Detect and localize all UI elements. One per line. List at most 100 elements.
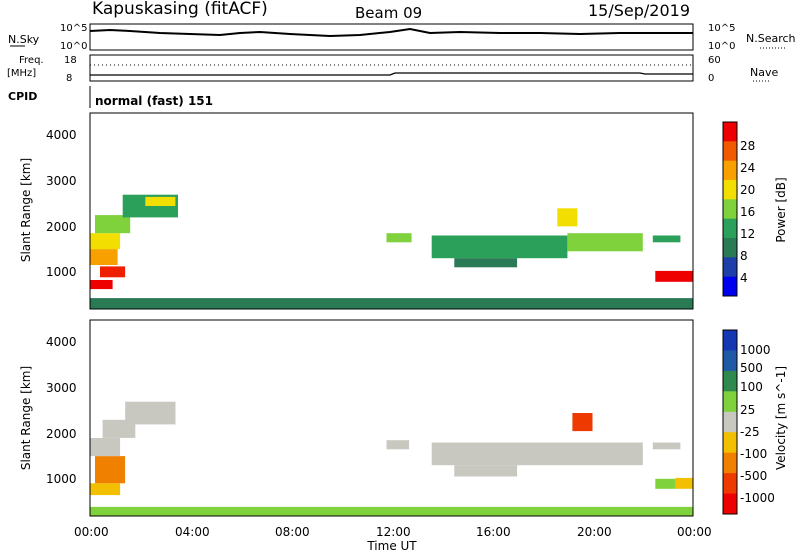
velocity-region-9 — [652, 442, 681, 450]
power-cbar-tick-28: 28 — [740, 139, 755, 153]
power-region-9 — [454, 258, 518, 268]
power-cbar-tick-12: 12 — [740, 227, 755, 241]
freq-panel: Freq. [MHz] 18 8 60 0 Nave — [7, 54, 778, 84]
velocity-cbar-tick-m1000: -1000 — [740, 491, 775, 505]
power-cbar-tick-4: 4 — [740, 271, 748, 285]
velocity-ytick-4000: 4000 — [46, 335, 77, 349]
velocity-cbar-ticks: 1000 500 100 25 -25 -100 -500 -1000 — [740, 343, 775, 505]
nave-label: Nave — [750, 66, 778, 79]
power-panel: 4000 3000 2000 1000 Slant Range [km] 28 … — [19, 112, 788, 310]
xtick-0000: 00:00 — [74, 525, 109, 539]
velocity-ytick-3000: 3000 — [46, 381, 77, 395]
x-axis: 00:00 04:00 08:00 12:00 16:00 20:00 00:0… — [74, 525, 712, 553]
power-cbar-tick-16: 16 — [740, 205, 755, 219]
velocity-cbar-tick-500: 500 — [740, 361, 763, 375]
power-plot-area — [90, 113, 693, 309]
cpid-panel: CPID normal (fast) 151 — [8, 86, 213, 108]
xtick-2000: 20:00 — [577, 525, 612, 539]
beam-title: Beam 09 — [355, 4, 422, 22]
power-region-2 — [90, 249, 118, 265]
power-region-12 — [652, 235, 681, 243]
power-cbar-label: Power [dB] — [774, 177, 788, 242]
cpid-label: CPID — [8, 90, 37, 103]
velocity-cbar-tick-m500: -500 — [740, 469, 767, 483]
velocity-region-6 — [431, 442, 643, 466]
power-region-13 — [655, 270, 693, 282]
velocity-cbar-tick-100: 100 — [740, 380, 763, 394]
velocity-cbar-tick-1000: 1000 — [740, 343, 771, 357]
xtick-0800: 08:00 — [275, 525, 310, 539]
freq-frame — [89, 54, 694, 82]
velocity-region-1 — [95, 456, 126, 484]
velocity-region-11 — [675, 477, 693, 489]
velocity-cbar-swatch-6 — [723, 452, 737, 474]
x-axis-label: Time UT — [366, 539, 417, 553]
power-region-0 — [90, 280, 113, 290]
velocity-colorbar — [722, 329, 738, 515]
velocity-cbar-swatch-8 — [723, 493, 737, 515]
power-cbar-frame — [722, 121, 738, 297]
station-title: Kapuskasing (fitACF) — [92, 0, 268, 19]
power-region-4 — [95, 215, 131, 234]
velocity-region-2 — [90, 438, 121, 457]
velocity-cbar-label: Velocity [m s^-1] — [774, 366, 788, 470]
nave-tick-bottom: 0 — [708, 73, 714, 84]
power-cbar-tick-8: 8 — [740, 249, 748, 263]
power-region-10 — [567, 233, 643, 252]
nsky-right-tick-bottom: 10^0 — [708, 41, 735, 52]
date-title: 15/Sep/2019 — [588, 1, 690, 20]
velocity-yticks: 4000 3000 2000 1000 — [46, 335, 77, 486]
xtick-0000-end: 00:00 — [677, 525, 712, 539]
velocity-cbar-tick-m25: -25 — [740, 425, 760, 439]
power-ytick-3000: 3000 — [46, 174, 77, 188]
power-cbar-tick-24: 24 — [740, 161, 755, 175]
nsky-panel: N.Sky 10^5 10^0 10^5 10^0 N.Search — [8, 23, 796, 52]
nave-tick-top: 60 — [708, 55, 721, 66]
velocity-cbar-swatch-3 — [723, 391, 737, 413]
velocity-region-0 — [90, 483, 121, 496]
freq-trace — [90, 72, 693, 76]
power-ytick-4000: 4000 — [46, 128, 77, 142]
velocity-cbar-tick-m100: -100 — [740, 447, 767, 461]
velocity-cbar-swatch-0 — [723, 330, 737, 351]
power-cbar-swatch-6 — [723, 238, 737, 258]
xtick-0400: 04:00 — [175, 525, 210, 539]
power-cbar-swatch-4 — [723, 199, 737, 220]
power-region-3 — [90, 233, 121, 250]
velocity-region-7 — [454, 465, 518, 477]
nsky-tick-top: 10^5 — [60, 23, 87, 34]
velocity-cbar-frame — [722, 329, 738, 515]
power-marks — [90, 194, 693, 309]
xtick-1200: 12:00 — [376, 525, 411, 539]
power-cbar-swatch-7 — [723, 257, 737, 278]
power-ytick-1000: 1000 — [46, 265, 77, 279]
power-cbar-swatch-0 — [723, 122, 737, 142]
power-cbar-swatch-1 — [723, 141, 737, 162]
velocity-ytick-1000: 1000 — [46, 472, 77, 486]
nsky-trace — [89, 27, 693, 38]
freq-tick-top: 18 — [64, 55, 77, 66]
nsky-label: N.Sky — [8, 33, 40, 46]
velocity-cbar-tick-25: 25 — [740, 403, 755, 417]
cpid-value: normal (fast) 151 — [95, 94, 213, 108]
nsky-tick-bottom: 10^0 — [60, 41, 87, 52]
velocity-cbar-swatch-4 — [723, 411, 737, 433]
power-cbar-swatch-3 — [723, 180, 737, 200]
freq-label-1: Freq. — [19, 55, 44, 66]
power-region-14 — [90, 298, 693, 309]
power-cbar-swatch-2 — [723, 160, 737, 181]
velocity-plot-area — [90, 320, 693, 516]
velocity-region-12 — [90, 506, 693, 516]
velocity-panel: 4000 3000 2000 1000 Slant Range [km] 100… — [19, 319, 788, 517]
power-region-11 — [557, 208, 578, 227]
nsearch-label: N.Search — [746, 32, 796, 45]
power-frame — [89, 112, 694, 310]
velocity-cbar-swatch-7 — [723, 473, 737, 494]
velocity-ylabel: Slant Range [km] — [19, 366, 33, 470]
velocity-region-8 — [572, 413, 593, 432]
power-cbar-ticks: 28 24 20 16 12 8 4 — [740, 139, 755, 285]
power-ylabel: Slant Range [km] — [19, 158, 33, 262]
velocity-cbar-swatch-2 — [723, 370, 737, 392]
velocity-region-4 — [125, 401, 176, 425]
velocity-cbar-swatch-1 — [723, 350, 737, 372]
